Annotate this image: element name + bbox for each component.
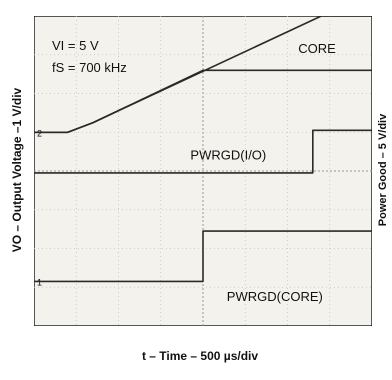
oscilloscope-plot: I/OCOREPWRGD(I/O)PWRGD(CORE) 21 VI = 5 V…: [34, 16, 372, 326]
trace-core: [34, 69, 372, 134]
x-axis-label: t – Time – 500 µs/div: [30, 342, 370, 370]
y-axis-label-right-text: Power Good – 5 V/div: [377, 113, 389, 227]
trace-pwrgd-core: [34, 230, 372, 283]
condition-vi: VI = 5 V: [52, 38, 99, 53]
trace-label-pwrgd-core: PWRGD(CORE): [227, 289, 323, 304]
channel-markers: 21: [37, 128, 42, 287]
y-axis-label-left: VO – Output Voltage –1 V/div: [0, 0, 34, 340]
condition-fs: fS = 700 kHz: [52, 60, 127, 75]
channel-marker-2: 2: [37, 128, 42, 138]
traces: [34, 16, 372, 283]
trace-pwrgd-i-o: [34, 129, 372, 174]
trace-labels: I/OCOREPWRGD(I/O)PWRGD(CORE): [190, 41, 336, 304]
channel-marker-1: 1: [37, 277, 42, 287]
conditions-box: VI = 5 V fS = 700 kHz: [52, 38, 127, 75]
trace-label-pwrgd-i-o: PWRGD(I/O): [190, 147, 266, 162]
y-axis-label-right: Power Good – 5 V/div: [374, 0, 392, 340]
x-axis-label-text: t – Time – 500 µs/div: [141, 349, 259, 363]
y-axis-label-left-text: VO – Output Voltage –1 V/div: [10, 87, 24, 253]
trace-label-core: CORE: [298, 41, 336, 56]
